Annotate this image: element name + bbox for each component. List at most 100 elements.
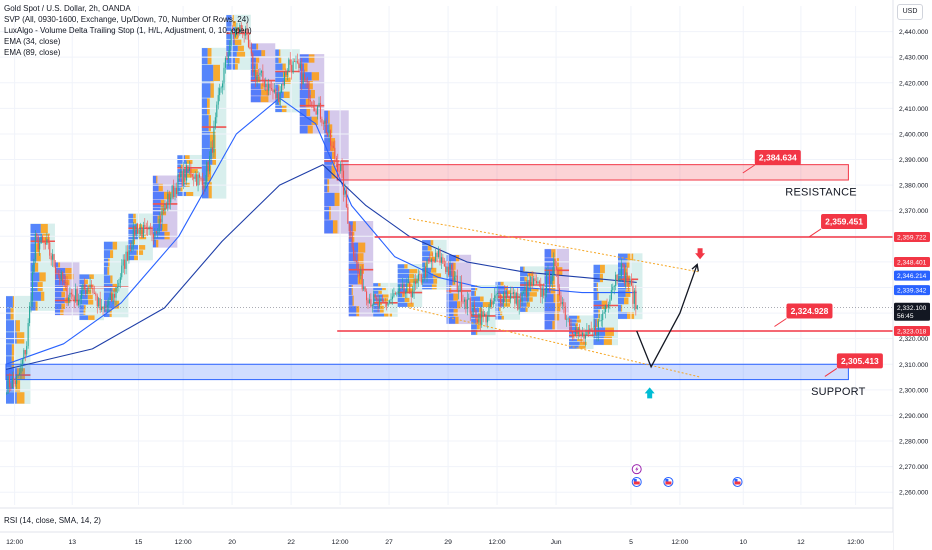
svp-row-up xyxy=(422,245,428,251)
svp-row-up xyxy=(520,266,524,272)
candle-body xyxy=(471,313,473,316)
candle-body xyxy=(387,303,389,306)
candle-body xyxy=(234,30,237,37)
price-tag xyxy=(894,325,930,336)
candle-body xyxy=(396,293,398,295)
svp-row-down xyxy=(260,83,264,90)
candle-body xyxy=(383,301,385,303)
svp-row-up xyxy=(226,39,235,46)
svp-row-down xyxy=(207,48,212,65)
symbol-title[interactable]: Gold Spot / U.S. Dollar, 2h, OANDA xyxy=(4,4,131,13)
svp-row-down xyxy=(42,233,50,243)
candle-body xyxy=(563,302,565,307)
candle-body xyxy=(72,294,74,297)
svp-row-down xyxy=(605,327,614,336)
svp-row-up xyxy=(520,307,526,312)
candle-body xyxy=(147,228,149,230)
svp-row-down xyxy=(15,380,21,392)
candle-body xyxy=(27,323,29,347)
candle-body xyxy=(544,292,546,296)
svp-row-down xyxy=(39,272,46,282)
callout-label: 2,324.928 xyxy=(791,306,829,316)
candle-body xyxy=(541,288,543,297)
candle-body xyxy=(31,272,34,301)
candle-body xyxy=(600,320,602,321)
candle-body xyxy=(33,259,35,273)
candle-body xyxy=(247,34,250,48)
candle-body xyxy=(327,133,329,135)
svp-row-up xyxy=(324,192,335,206)
svp-row-up xyxy=(226,57,236,64)
candle-body xyxy=(429,260,431,263)
svp-row-down xyxy=(284,77,292,84)
candle-body xyxy=(164,203,166,211)
svp-row-down xyxy=(234,39,242,46)
candle-body xyxy=(219,88,221,96)
luxalgo-indicator-label[interactable]: LuxAlgo - Volume Delta Trailing Stop (1,… xyxy=(4,26,252,35)
candle-body xyxy=(262,70,264,81)
candle-body xyxy=(282,83,284,86)
candle-body xyxy=(628,283,630,285)
candle-body xyxy=(283,71,286,86)
drawings-layer: 2,384.634 2,359.451 2,324.928 2,305.413 RESI… xyxy=(0,149,893,399)
svp-row-down xyxy=(379,309,384,313)
candle-body xyxy=(88,287,90,289)
candle-body xyxy=(517,293,519,310)
candle-body xyxy=(570,325,572,332)
candle-body xyxy=(86,287,88,295)
rsi-indicator-label[interactable]: RSI (14, close, SMA, 14, 2) xyxy=(4,516,101,525)
candle-body xyxy=(7,376,9,394)
candle-body xyxy=(93,293,95,294)
candle-body xyxy=(227,55,229,60)
candle-body xyxy=(535,281,538,284)
candle-body xyxy=(115,287,117,298)
svp-row-down xyxy=(310,89,315,99)
price-tag xyxy=(894,232,930,243)
candle-body xyxy=(560,295,562,305)
candle-body xyxy=(36,233,38,237)
candle-body xyxy=(425,266,427,277)
svp-row-down xyxy=(114,300,120,309)
svp-row-up xyxy=(544,294,554,303)
candle-body xyxy=(102,306,104,309)
svp-row-up xyxy=(544,276,553,285)
time-axis[interactable]: 12:00 13 15 12:00 20 22 12:00 27 29 12:00 Jun 5 12:0… xyxy=(0,507,893,550)
price-axis[interactable]: 2,440.000 2,430.000 2,420.000 2,410.000 2,40… xyxy=(892,0,932,550)
candle-body xyxy=(525,287,527,298)
svp-row-down xyxy=(554,312,560,321)
candle-body xyxy=(30,300,32,307)
svp-row-down xyxy=(65,267,72,274)
candle-body xyxy=(455,275,457,277)
svp-row-up xyxy=(520,271,528,277)
flag-canton xyxy=(734,478,738,482)
flag-canton xyxy=(633,478,637,482)
ema89-indicator-label[interactable]: EMA (89, close) xyxy=(4,48,61,57)
svp-row-down xyxy=(526,302,530,307)
svp-row-up xyxy=(275,105,282,113)
candle-body xyxy=(302,74,304,85)
arrow-up-icon xyxy=(644,387,655,399)
ema34-indicator-label[interactable]: EMA (34, close) xyxy=(4,37,61,46)
svp-row-up xyxy=(226,51,237,58)
candle-body xyxy=(190,167,192,174)
candle-body xyxy=(448,266,450,276)
candle-body xyxy=(469,298,471,314)
svp-row-up xyxy=(593,336,604,345)
time-tick-label: 15 xyxy=(135,539,143,546)
svp-row-up xyxy=(495,290,508,295)
price-tick-label: 2,280.000 xyxy=(899,439,929,446)
candle-body xyxy=(358,271,360,276)
svp-row-down xyxy=(61,303,65,310)
candle-body xyxy=(439,250,441,263)
time-tick-label: 12:00 xyxy=(847,539,864,546)
svp-row-down xyxy=(409,278,419,283)
svp-row-down xyxy=(63,285,68,292)
candle-body xyxy=(285,71,287,75)
currency-button[interactable]: USD xyxy=(897,4,923,20)
svp-row-up xyxy=(324,138,331,152)
svp-indicator-label[interactable]: SVP (All, 0930-1600, Exchange, Up/Down, … xyxy=(4,15,249,24)
candle-body xyxy=(406,283,408,293)
svp-row-down xyxy=(596,282,598,292)
time-tick-label: 12:00 xyxy=(671,539,688,546)
